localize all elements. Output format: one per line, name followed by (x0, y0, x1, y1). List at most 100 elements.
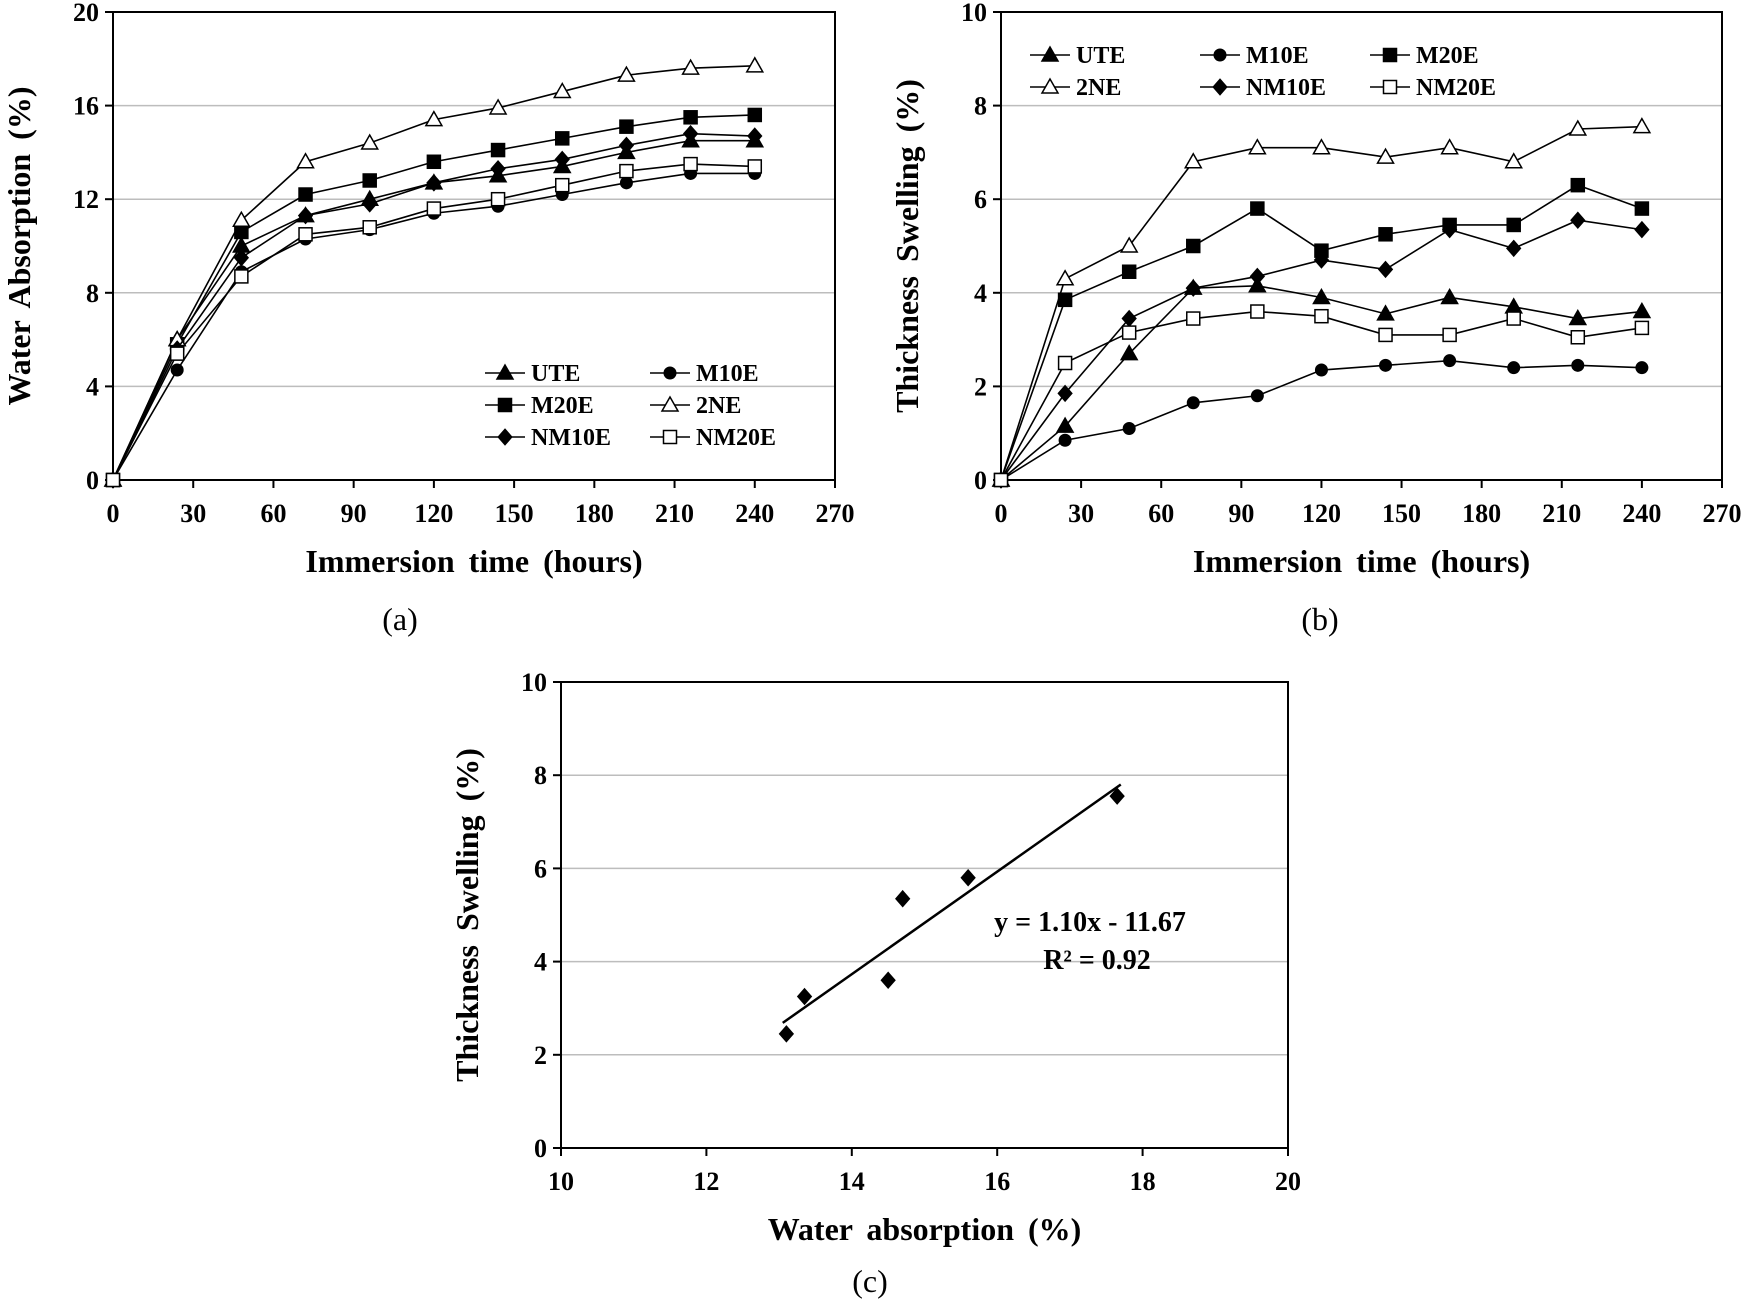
data-point (362, 220, 377, 235)
legend-item-nm10e: NM10E (1200, 75, 1326, 101)
x-tick-label: 210 (1542, 499, 1581, 528)
x-tick-label: 0 (107, 499, 120, 528)
data-point (895, 889, 911, 908)
data-point (1186, 238, 1201, 254)
y-tick-label: 10 (521, 668, 547, 697)
data-point (1635, 361, 1649, 375)
data-point (1568, 309, 1588, 326)
legend-label: NM20E (1416, 75, 1496, 101)
scatter-points (778, 787, 1125, 1043)
series-nm20e (993, 304, 1650, 488)
data-point (298, 187, 313, 202)
series-line (112, 65, 755, 481)
legend-marker (662, 429, 678, 445)
x-tick-label: 150 (1382, 499, 1421, 528)
data-point (796, 987, 813, 1006)
series-line (112, 139, 755, 481)
data-point (1570, 330, 1586, 345)
x-tick-label: 10 (548, 1167, 574, 1196)
y-axis-label: Thickness Swelling (%) (889, 79, 925, 413)
data-point (1109, 787, 1125, 805)
data-point (362, 195, 378, 213)
data-point (490, 191, 506, 207)
data-point (1506, 239, 1522, 258)
data-point (1632, 117, 1652, 134)
data-point (1376, 147, 1395, 164)
data-point (682, 124, 699, 143)
data-point (1377, 260, 1394, 279)
data-point (618, 136, 635, 155)
y-tick-label: 8 (974, 92, 987, 121)
data-point (745, 56, 765, 73)
series-line (1000, 184, 1643, 481)
data-point (1376, 304, 1395, 321)
data-point (747, 107, 763, 123)
data-point (1570, 211, 1586, 230)
legend-label: NM20E (696, 425, 776, 451)
data-point (297, 206, 314, 225)
legend-marker (1213, 48, 1227, 62)
plot-frame (112, 11, 836, 481)
legend-label: M10E (696, 361, 759, 387)
series-m10e (994, 354, 1649, 487)
x-axis-label: Water absorption (%) (768, 1211, 1082, 1247)
series-line (112, 114, 755, 481)
series-nm20e (105, 156, 763, 488)
data-point (880, 971, 896, 989)
data-point (683, 110, 698, 125)
data-point (1440, 287, 1459, 305)
data-point (490, 160, 506, 178)
legend-label: M10E (1246, 43, 1309, 69)
legend-marker (495, 363, 515, 380)
x-tick-label: 270 (816, 499, 855, 528)
series-2ne (103, 56, 765, 487)
x-tick-label: 14 (839, 1167, 865, 1196)
data-point (554, 150, 570, 169)
data-point (617, 65, 636, 82)
y-tick-label: 0 (974, 466, 987, 495)
data-point (1314, 308, 1329, 324)
y-tick-label: 8 (86, 279, 99, 308)
legend-marker (660, 395, 680, 412)
data-point (1443, 354, 1457, 368)
series-line (1000, 359, 1642, 481)
legend-item-2ne: 2NE (1030, 75, 1121, 101)
data-point (554, 131, 570, 146)
data-point (1634, 220, 1650, 239)
trendline-equation: y = 1.10x - 11.67 (994, 907, 1186, 938)
data-point (619, 119, 634, 134)
x-tick-label: 60 (260, 499, 286, 528)
data-point (1250, 389, 1264, 403)
data-point (1314, 363, 1328, 377)
legend-item-m20e: M20E (1370, 43, 1479, 69)
data-point (1504, 152, 1524, 169)
x-tick-label: 180 (575, 499, 614, 528)
x-axis-label: Immersion time (hours) (305, 543, 642, 579)
data-point (296, 152, 315, 169)
x-tick-label: 90 (341, 499, 367, 528)
legend-marker (497, 397, 513, 413)
data-point (1250, 304, 1265, 319)
plot-frame (1000, 11, 1723, 481)
legend-marker (1212, 78, 1228, 96)
panel-caption: (c) (852, 1263, 888, 1299)
data-point (488, 98, 508, 115)
legend-marker (663, 366, 677, 380)
legend-label: 2NE (696, 393, 741, 419)
data-point (778, 1025, 795, 1043)
data-point (1378, 327, 1393, 343)
y-axis-label: Thickness Swelling (%) (449, 748, 485, 1082)
legend-item-m10e: M10E (650, 361, 759, 387)
legend-marker (1382, 79, 1398, 95)
legend-item-ute: UTE (485, 361, 580, 387)
x-tick-label: 12 (693, 1167, 719, 1196)
legend-label: NM10E (531, 425, 611, 451)
y-tick-label: 0 (86, 466, 99, 495)
chart-panel-b: 0 2 4 6 8 10 0 30 60 90 120 150 180 210 240 270 Immersio… (889, 0, 1742, 637)
data-point (1506, 311, 1521, 326)
data-point (1440, 138, 1459, 155)
data-point (681, 58, 700, 75)
legend-label: UTE (531, 361, 580, 387)
legend-marker (1382, 47, 1398, 63)
